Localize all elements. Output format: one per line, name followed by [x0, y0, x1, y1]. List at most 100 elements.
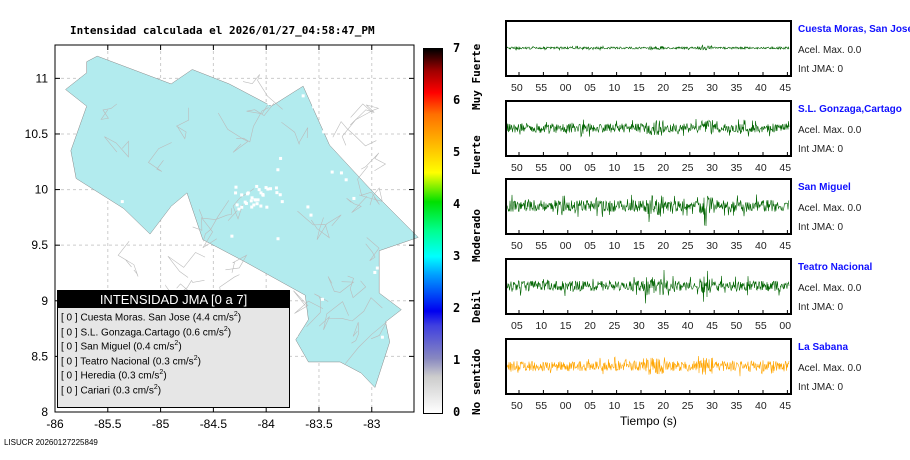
- time-tick-label: 10: [608, 82, 621, 94]
- time-tick-label: 10: [535, 320, 548, 332]
- legend-intensity: [ 0 ]: [61, 384, 78, 396]
- time-tick-label: 30: [706, 162, 718, 174]
- time-tick-label: 10: [608, 162, 621, 174]
- x-tick-label: -84.5: [200, 417, 228, 431]
- y-tick-label: 11: [36, 71, 49, 85]
- station-int: Int JMA: 0: [798, 144, 844, 155]
- time-tick-label: 30: [706, 400, 718, 412]
- legend-unit-sup: 2: [174, 340, 179, 347]
- legend-accel: (4.4 cm/s: [192, 312, 234, 324]
- time-tick-label: 15: [633, 400, 645, 412]
- legend-paren: ): [227, 326, 232, 338]
- legend-intensity: [ 0 ]: [61, 370, 78, 382]
- legend-station: Heredia: [80, 370, 116, 382]
- colorbar-tick: 4: [453, 197, 461, 211]
- time-tick-label: 20: [657, 82, 670, 94]
- legend-item: [ 0 ] Cariari (0.3 cm/s2): [58, 381, 289, 396]
- footer-id: LISUCR 20260127225849: [4, 438, 98, 447]
- legend-item: [ 0 ] S.L. Gonzaga.Cartago (0.6 cm/s2): [58, 323, 289, 338]
- legend-item: [ 0 ] San Miguel (0.4 cm/s2): [58, 337, 289, 352]
- legend-item: [ 0 ] Teatro Nacional (0.3 cm/s2): [58, 352, 289, 367]
- time-tick-label: 00: [779, 320, 792, 332]
- waveform-trace: [506, 44, 790, 51]
- colorbar-label: Muy Fuerte: [470, 43, 483, 110]
- y-tick-label: 8.5: [31, 349, 48, 363]
- time-tick-label: 45: [779, 240, 792, 252]
- legend-header: INTENSIDAD JMA [0 a 7]: [58, 291, 289, 308]
- x-tick-label: -83: [363, 417, 381, 431]
- time-tick-label: 10: [608, 400, 621, 412]
- time-tick-label: 55: [535, 240, 548, 252]
- time-tick-label: 50: [511, 162, 523, 174]
- y-tick-label: 10: [35, 183, 49, 197]
- station-name: S.L. Gonzaga,Cartago: [798, 104, 902, 115]
- colorbar-tick: 6: [453, 93, 461, 107]
- map-title: Intensidad calculada el 2026/01/27_04:58…: [70, 24, 375, 37]
- time-tick-label: 35: [730, 240, 743, 252]
- time-tick-label: 35: [730, 82, 743, 94]
- colorbar-label: Fuerte: [470, 135, 483, 175]
- time-tick-label: 55: [535, 162, 548, 174]
- legend-accel: (0.3 cm/s: [152, 355, 194, 367]
- legend-accel: (0.4 cm/s: [133, 341, 175, 353]
- station-int: Int JMA: 0: [798, 222, 844, 233]
- station-acel: Acel. Max. 0.0: [798, 125, 862, 136]
- colorbar-tick: 2: [453, 301, 461, 315]
- x-tick-label: -84: [258, 417, 276, 431]
- costa-rica-land: [65, 55, 419, 389]
- time-tick-label: 05: [584, 82, 596, 94]
- intensity-legend: INTENSIDAD JMA [0 a 7] [ 0 ] Cuesta Mora…: [57, 290, 290, 408]
- time-tick-label: 25: [681, 82, 694, 94]
- legend-intensity: [ 0 ]: [61, 326, 78, 338]
- time-tick-label: 25: [681, 400, 694, 412]
- time-tick-label: 15: [633, 240, 645, 252]
- legend-item: [ 0 ] Heredia (0.3 cm/s2): [58, 366, 289, 381]
- legend-paren: ): [197, 355, 201, 367]
- time-tick-label: 25: [681, 240, 694, 252]
- legend-accel: (0.6 cm/s: [182, 326, 224, 338]
- station-name: La Sabana: [798, 342, 849, 353]
- legend-station: Cariari: [80, 384, 110, 396]
- legend-paren: ): [178, 341, 182, 353]
- time-tick-label: 35: [657, 320, 670, 332]
- waveform-panel: [505, 178, 792, 235]
- legend-paren: ): [237, 312, 242, 324]
- legend-intensity: [ 0 ]: [61, 312, 78, 324]
- time-tick-label: 45: [779, 82, 792, 94]
- waveform-panel: [505, 258, 792, 315]
- legend-unit-sup: 2: [193, 354, 198, 362]
- legend-unit-sup: 2: [159, 369, 164, 376]
- station-int: Int JMA: 0: [798, 382, 844, 393]
- time-tick-label: 50: [511, 400, 523, 412]
- time-tick-label: 55: [755, 320, 767, 332]
- time-tick-label: 40: [681, 320, 694, 332]
- time-tick-label: 10: [608, 240, 621, 252]
- colorbar-tick: 3: [453, 249, 461, 263]
- time-tick-label: 00: [559, 82, 572, 94]
- waveform-trace: [506, 355, 790, 377]
- time-tick-label: 20: [657, 240, 670, 252]
- waveform-panel: [505, 338, 792, 395]
- time-tick-label: 55: [535, 400, 548, 412]
- colorbar-label: Moderado: [470, 209, 483, 262]
- time-tick-label: 45: [779, 400, 792, 412]
- legend-station: S.L. Gonzaga.Cartago: [80, 326, 180, 338]
- station-name: San Miguel: [798, 182, 851, 193]
- y-tick-label: 10.5: [25, 127, 49, 141]
- time-tick-label: 00: [559, 400, 572, 412]
- y-tick-label: 9.5: [31, 238, 48, 252]
- time-tick-label: 25: [681, 162, 694, 174]
- legend-intensity: [ 0 ]: [61, 341, 78, 353]
- station-acel: Acel. Max. 0.0: [798, 283, 862, 294]
- time-tick-label: 25: [608, 320, 621, 332]
- time-tick-label: 50: [730, 320, 743, 332]
- time-tick-label: 15: [559, 320, 572, 332]
- time-tick-label: 45: [779, 162, 792, 174]
- time-tick-label: 05: [584, 240, 596, 252]
- legend-unit-sup: 2: [233, 311, 238, 318]
- legend-accel: (0.3 cm/s: [112, 384, 154, 396]
- legend-unit-sup: 2: [223, 325, 228, 333]
- y-tick-label: 9: [41, 294, 48, 308]
- time-tick-label: 15: [633, 162, 645, 174]
- station-name: Cuesta Moras, San Jose: [798, 24, 910, 35]
